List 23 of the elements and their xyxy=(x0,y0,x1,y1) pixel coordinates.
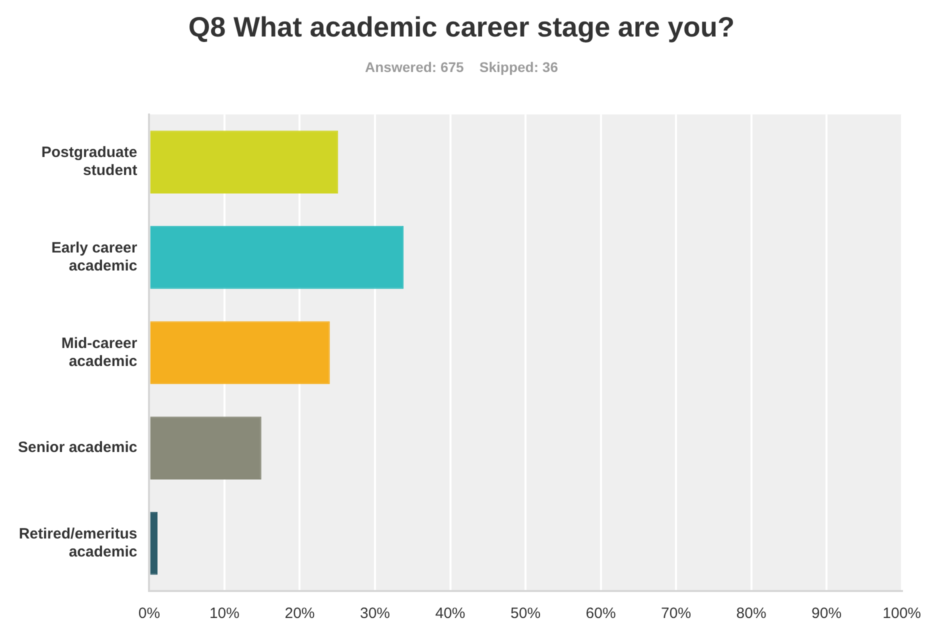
bar xyxy=(150,130,338,194)
y-tick-label: Senior academic xyxy=(18,439,138,456)
x-tick-label: 50% xyxy=(510,605,541,622)
y-tick-label: Early career academic xyxy=(51,240,138,275)
x-tick-label: 90% xyxy=(812,605,842,622)
x-tick-label: 30% xyxy=(360,605,390,622)
x-tick-label: 70% xyxy=(661,605,692,622)
y-tick-label: Retired/emeritus academic xyxy=(18,525,138,560)
x-tick-label: 10% xyxy=(209,605,240,622)
x-tick-label: 80% xyxy=(736,605,766,622)
x-tick-label: 100% xyxy=(882,605,922,622)
chart-subtitle: Answered: 675 Skipped: 36 xyxy=(365,58,558,75)
x-tick-label: 0% xyxy=(138,605,160,622)
x-tick-label: 40% xyxy=(435,605,466,622)
y-tick-label: Postgraduate student xyxy=(41,144,138,180)
bar xyxy=(150,321,330,384)
bar xyxy=(150,416,262,480)
x-tick-label: 20% xyxy=(284,605,315,622)
bar xyxy=(150,226,404,289)
bar xyxy=(150,512,158,575)
y-tick-label: Mid-career academic xyxy=(61,334,138,370)
chart-title: Q8 What academic career stage are you? xyxy=(188,12,735,43)
x-tick-label: 60% xyxy=(586,605,616,622)
